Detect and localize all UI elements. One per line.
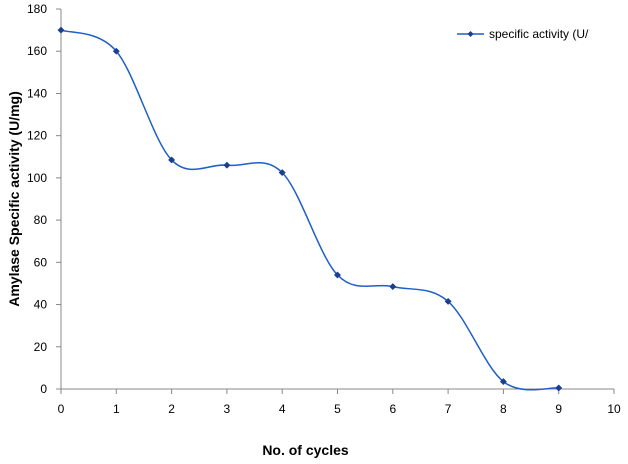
x-tick-label: 2: [168, 402, 175, 416]
y-tick-label: 140: [27, 86, 47, 100]
data-point: [278, 169, 286, 177]
legend-point-marker: [467, 31, 474, 37]
data-point: [168, 156, 176, 164]
x-tick-label: 10: [607, 402, 621, 416]
y-axis-ticks: 0 20 40 60 80 100 120 140 160 180: [27, 2, 61, 396]
x-tick-label: 8: [500, 402, 507, 416]
data-point: [223, 161, 231, 169]
data-point: [57, 26, 65, 34]
x-tick-label: 6: [389, 402, 396, 416]
y-tick-label: 100: [27, 171, 47, 185]
y-tick-label: 40: [34, 298, 48, 312]
data-point: [444, 297, 452, 305]
data-point: [499, 378, 507, 386]
x-axis-ticks: 0 1 2 3 4 5 6 7 8 9 10: [58, 389, 621, 416]
y-tick-label: 20: [34, 340, 48, 354]
x-tick-label: 7: [445, 402, 452, 416]
x-tick-label: 0: [58, 402, 65, 416]
series-layer: [57, 26, 563, 392]
y-axis-title: Amylase Specific activity (U/mg): [6, 91, 22, 307]
x-axis-title: No. of cycles: [262, 442, 349, 458]
legend: specific activity (U/: [457, 27, 589, 41]
y-tick-label: 60: [34, 255, 48, 269]
data-point: [112, 47, 120, 55]
y-tick-label: 120: [27, 129, 47, 143]
x-tick-label: 5: [334, 402, 341, 416]
series-line: [60, 29, 559, 391]
y-tick-label: 0: [40, 382, 47, 396]
data-point: [555, 384, 563, 392]
x-tick-label: 9: [555, 402, 562, 416]
data-point: [389, 283, 397, 291]
axes: [60, 9, 614, 390]
data-point: [333, 271, 342, 279]
y-tick-label: 160: [27, 44, 47, 58]
x-tick-label: 4: [279, 402, 286, 416]
y-tick-label: 80: [34, 213, 48, 227]
x-tick-label: 1: [113, 402, 120, 416]
y-tick-label: 180: [27, 2, 47, 16]
legend-entry-label: specific activity (U/: [489, 27, 589, 41]
x-tick-label: 3: [224, 402, 231, 416]
